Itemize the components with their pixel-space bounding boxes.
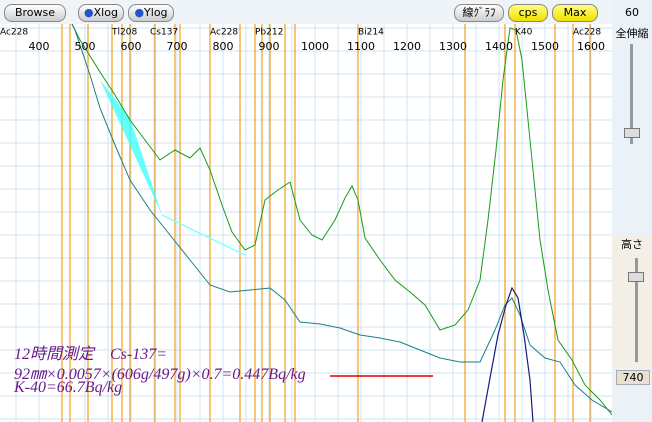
peak-label: Ac228 [573,28,601,38]
x-tick-label: 1500 [531,40,559,53]
bottom-value: 740 [616,370,650,385]
ylog-button[interactable]: ●Ylog [128,4,174,22]
spectrum-green [59,0,612,416]
annotation-line: K-40=66.7Bq/kg [14,379,123,396]
cps-button[interactable]: cps [508,4,548,22]
x-tick-label: 600 [121,40,142,53]
peak-label: Ac228 [210,28,238,38]
button-label: Xlog [93,6,118,19]
x-tick-label: 1100 [347,40,375,53]
x-tick-label: 900 [259,40,280,53]
zoom-label: 全伸縮 [615,27,649,40]
zoom-thumb[interactable] [624,128,640,138]
x-tick-label: 500 [75,40,96,53]
peak-label: Ac228 [0,28,28,38]
spectrum-teal [59,0,612,413]
spectrum-navy [481,286,534,422]
annotation-line: 12時間測定 Cs-137= [14,346,168,363]
peak-label: Pb212 [255,28,283,38]
annotation-line: 92㎜×0.0057×(606g/497g)×0.7=0.447Bq/kg [14,360,306,384]
x-tick-label: 1300 [439,40,467,53]
annotation-result: 0.447Bq/kg [232,366,306,383]
annotation-text: 92㎜×0.0057×(606g/497g)×0.7= [14,366,233,383]
peak-label: Bi214 [358,28,384,38]
spectrum: 400 500 600 700 800 900 1000 1100 1200 1300 1400 15… [0,0,612,422]
x-tick-label: 800 [213,40,234,53]
x-tick-label: 1200 [393,40,421,53]
height-thumb[interactable] [628,272,644,282]
peak-label: Cs137 [150,28,178,38]
browse-button[interactable]: Browse [4,4,66,22]
height-label: 高さ [612,236,652,252]
height-slider[interactable] [635,258,638,362]
peak-label: Tl208 [111,28,137,38]
peak-label: K40 [515,28,533,38]
zoom-slider[interactable] [630,44,633,144]
button-label: Ylog [144,6,168,19]
top-value: 60 [625,6,639,19]
x-tick-label: 1400 [485,40,513,53]
x-tick-label: 700 [167,40,188,53]
x-tick-label: 1600 [577,40,605,53]
x-tick-label: 1000 [301,40,329,53]
xlog-button[interactable]: ●Xlog [78,4,124,22]
line-graph-button[interactable]: 線ｸﾞﾗﾌ [454,4,504,22]
roi-line [161,214,246,256]
x-tick-label: 400 [29,40,50,53]
roi-fill [100,80,162,215]
side-panel: 60 全伸縮 高さ 740 [612,0,652,422]
max-button[interactable]: Max [552,4,598,22]
